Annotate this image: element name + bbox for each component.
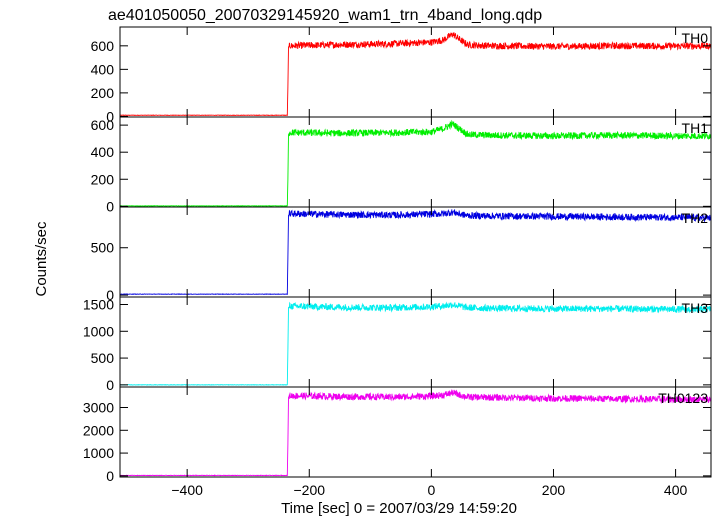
series-line-th2	[119, 208, 712, 296]
x-tick-label: −400	[171, 482, 203, 498]
series-line-th0123	[119, 389, 712, 477]
y-tick-label: 400	[91, 144, 115, 160]
series-label-th0: TH0	[682, 30, 709, 46]
series-line-th0	[119, 32, 712, 117]
panel-frame	[119, 26, 712, 118]
series-label-th0123: TH0123	[658, 390, 708, 406]
y-tick-label: 3000	[83, 400, 114, 416]
y-tick-label: 400	[91, 61, 115, 77]
panel-th0: 0 200 400 600 TH0	[91, 26, 712, 124]
y-tick-label: 0	[106, 287, 114, 303]
series-label-th1: TH1	[682, 120, 709, 136]
y-tick-label: 1000	[83, 323, 114, 339]
y-tick-label: 1500	[83, 297, 114, 313]
panel-frame	[119, 296, 712, 388]
y-tick-label: 600	[91, 38, 115, 54]
y-axis-label: Counts/sec	[33, 221, 50, 297]
panel-th0123: 0 1000 2000 3000 TH0123	[83, 386, 712, 484]
y-tick-label: 0	[106, 108, 114, 124]
x-axis-label: Time [sec] 0 = 2007/03/29 14:59:20	[281, 500, 517, 516]
series-label-th3: TH3	[682, 300, 709, 316]
x-tick-label: 400	[664, 482, 688, 498]
y-tick-label: 600	[91, 117, 115, 133]
series-label-th2: TH2	[682, 210, 709, 226]
x-tick-label: 200	[542, 482, 566, 498]
panels: 0 200 400 600 TH0 0 200 400 600 TH1 0 500 TH2 0 500 100…	[83, 26, 712, 498]
y-tick-label: 0	[106, 468, 114, 484]
y-tick-label: 200	[91, 171, 115, 187]
series-line-th3	[119, 301, 712, 386]
y-tick-label: 1000	[83, 445, 114, 461]
panel-th3: 0 500 1000 1500 TH3	[83, 296, 712, 393]
x-tick-label: 0	[427, 482, 435, 498]
panel-th1: 0 200 400 600 TH1	[91, 116, 712, 214]
y-tick-label: 500	[91, 350, 115, 366]
panel-frame	[119, 386, 712, 478]
y-tick-label: 0	[106, 198, 114, 214]
panel-th2: 0 500 TH2	[91, 206, 712, 303]
series-line-th1	[119, 119, 712, 207]
chart-title: ae401050050_20070329145920_wam1_trn_4ban…	[108, 7, 542, 24]
y-tick-label: 2000	[83, 422, 114, 438]
x-tick-label: −200	[293, 482, 325, 498]
y-tick-label: 0	[106, 377, 114, 393]
y-tick-label: 500	[91, 240, 115, 256]
y-tick-label: 200	[91, 85, 115, 101]
